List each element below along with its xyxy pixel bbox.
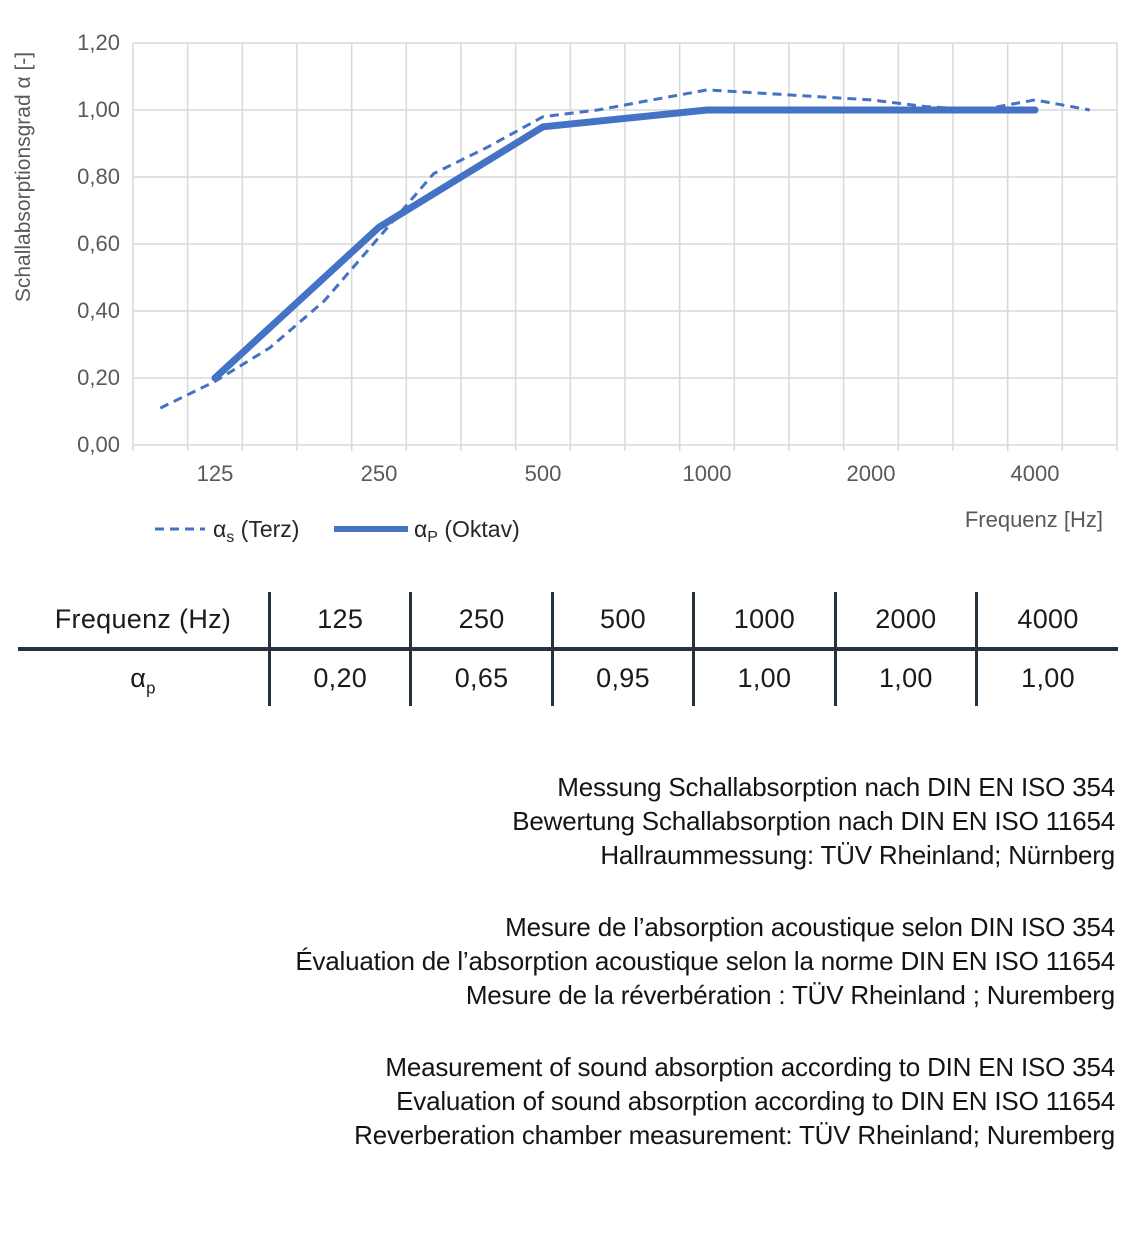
y-tick-label: 0,00 — [77, 432, 120, 457]
x-axis-tick-marks — [132, 445, 1118, 451]
series-line-oktav — [211, 106, 1039, 382]
note-french: Mesure de l’absorption acoustique selon … — [0, 910, 1115, 1012]
frequency-cell: 500 — [550, 592, 694, 651]
frequency-header-cell: Frequenz (Hz) — [18, 592, 270, 651]
chart-series-lines — [159, 88, 1090, 410]
absorption-chart-figure: 0,00 0,20 0,40 0,60 0,80 1,00 1,20 125 250 500 10… — [0, 0, 1135, 560]
absorption-table: Frequenz (Hz) 125 250 500 1000 2000 4000 αp 0… — [18, 592, 1118, 706]
alpha-p-value-cell: 1,00 — [975, 649, 1118, 706]
y-tick-label: 0,80 — [77, 164, 120, 189]
y-axis-title: Schallabsorptionsgrad α [-] — [12, 52, 35, 302]
x-axis-title: Frequenz [Hz] — [965, 507, 1103, 532]
notes-section: Messung Schallabsorption nach DIN EN ISO… — [0, 770, 1135, 1152]
note-english: Measurement of sound absorption accordin… — [0, 1050, 1115, 1152]
note-line: Mesure de l’absorption acoustique selon … — [505, 912, 1115, 942]
note-line: Messung Schallabsorption nach DIN EN ISO… — [557, 772, 1115, 802]
note-line: Bewertung Schallabsorption nach DIN EN I… — [512, 806, 1115, 836]
note-line: Mesure de la réverbération : TÜV Rheinla… — [465, 980, 1115, 1010]
table-header-row: Frequenz (Hz) 125 250 500 1000 2000 4000 — [18, 592, 1118, 651]
x-tick-label: 4000 — [1011, 461, 1060, 486]
absorption-chart: 0,00 0,20 0,40 0,60 0,80 1,00 1,20 125 250 500 10… — [12, 30, 1118, 546]
y-tick-label: 0,20 — [77, 365, 120, 390]
y-axis-tick-labels: 0,00 0,20 0,40 0,60 0,80 1,00 1,20 — [77, 30, 120, 457]
y-tick-label: 0,60 — [77, 231, 120, 256]
vertical-gridlines — [132, 43, 1118, 445]
table-value-row: αp 0,20 0,65 0,95 1,00 1,00 1,00 — [18, 649, 1118, 706]
note-line: Measurement of sound absorption accordin… — [385, 1052, 1115, 1082]
alpha-p-value-cell: 1,00 — [692, 649, 836, 706]
x-tick-label: 2000 — [847, 461, 896, 486]
alpha-p-label-cell: αp — [18, 649, 270, 706]
x-tick-label: 500 — [525, 461, 562, 486]
note-german: Messung Schallabsorption nach DIN EN ISO… — [0, 770, 1115, 872]
note-line: Evaluation of sound absorption according… — [396, 1086, 1115, 1116]
x-tick-label: 125 — [197, 461, 234, 486]
y-tick-label: 1,00 — [77, 97, 120, 122]
note-line: Reverberation chamber measurement: TÜV R… — [354, 1120, 1115, 1150]
legend-oktav-label: αP (Oktav) — [414, 516, 520, 546]
frequency-cell: 1000 — [692, 592, 836, 651]
frequency-cell: 2000 — [833, 592, 977, 651]
x-tick-label: 1000 — [683, 461, 732, 486]
chart-legend: αs (Terz) αP (Oktav) — [155, 516, 520, 546]
note-line: Évaluation de l’absorption acoustique se… — [295, 946, 1115, 976]
series-line-terz — [159, 88, 1090, 410]
frequency-header-label: Frequenz (Hz) — [54, 604, 232, 634]
y-tick-label: 1,20 — [77, 30, 120, 55]
frequency-cell: 250 — [409, 592, 553, 651]
x-axis-tick-labels: 125 250 500 1000 2000 4000 — [197, 461, 1060, 486]
note-line: Hallraummessung: TÜV Rheinland; Nürnberg — [600, 840, 1115, 870]
alpha-p-value-cell: 0,20 — [267, 649, 411, 706]
frequency-cell: 125 — [267, 592, 411, 651]
frequency-cell: 4000 — [975, 592, 1118, 651]
alpha-p-value-cell: 0,95 — [550, 649, 694, 706]
alpha-p-value-cell: 0,65 — [409, 649, 553, 706]
alpha-p-value-cell: 1,00 — [833, 649, 977, 706]
y-tick-label: 0,40 — [77, 298, 120, 323]
x-tick-label: 250 — [361, 461, 398, 486]
alpha-p-label: αp — [130, 663, 156, 698]
legend-terz-label: αs (Terz) — [213, 516, 299, 546]
